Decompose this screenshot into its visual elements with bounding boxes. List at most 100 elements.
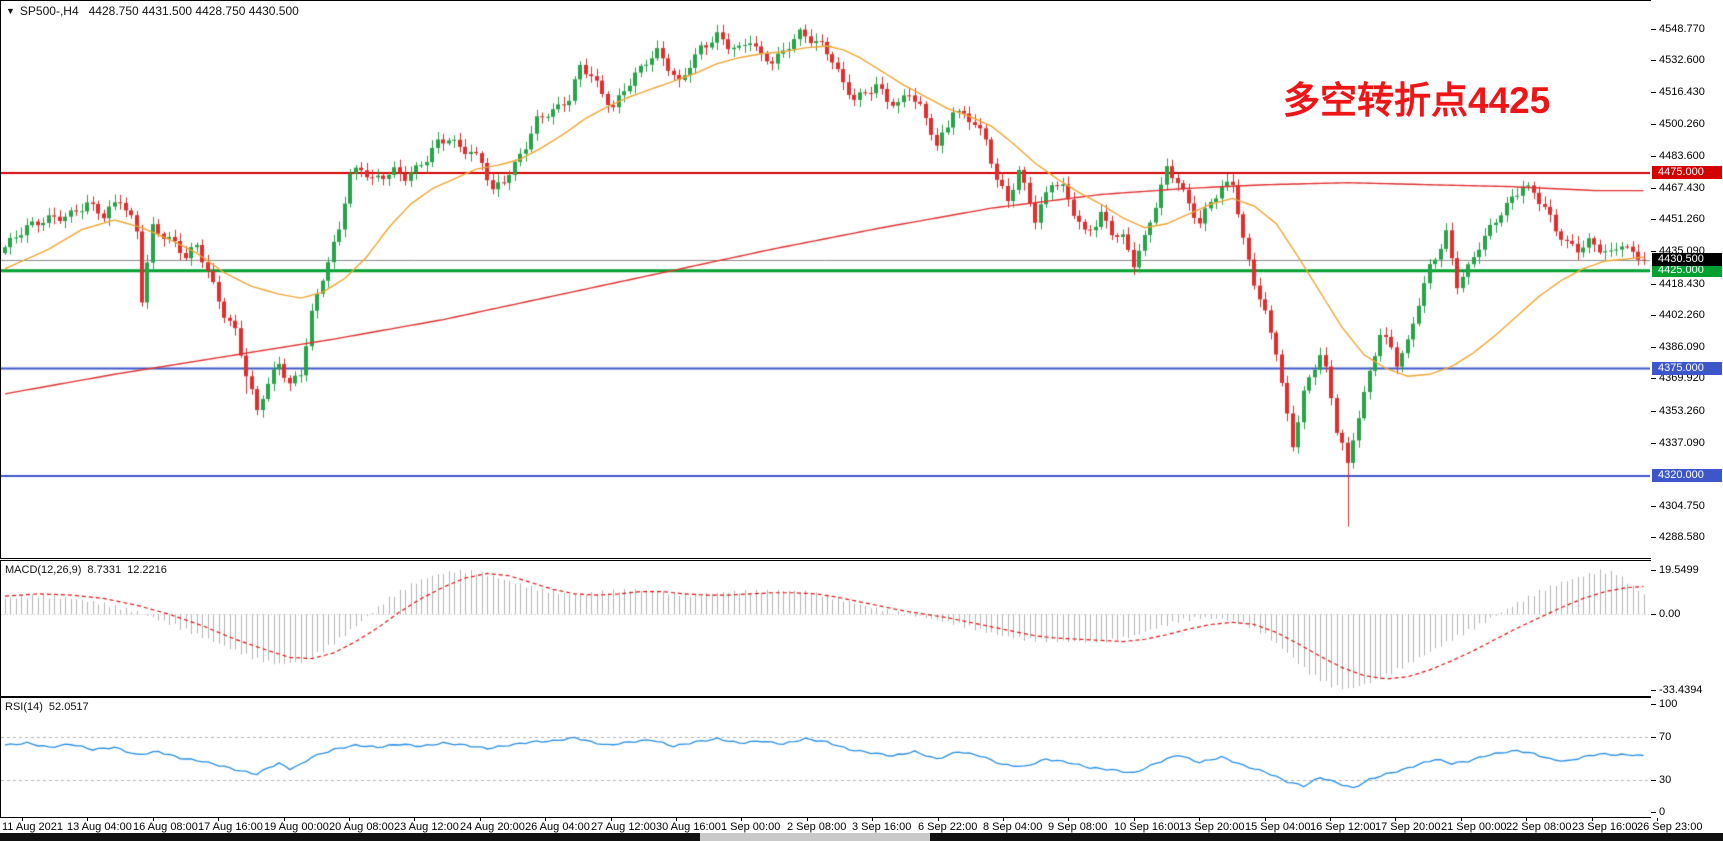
time-tick bbox=[1330, 818, 1331, 821]
rsi-label: RSI(14) 52.0517 bbox=[5, 701, 95, 713]
macd-tick-label-tick bbox=[1651, 570, 1656, 571]
time-label: 17 Sep 20:00 bbox=[1375, 821, 1441, 833]
price-tick-label-tick bbox=[1651, 60, 1656, 61]
time-tick bbox=[218, 818, 219, 821]
price-tick-label-tick bbox=[1651, 29, 1656, 30]
macd-tick-label: -33.4394 bbox=[1659, 684, 1703, 696]
time-label: 26 Sep 23:00 bbox=[1637, 821, 1703, 833]
time-tick bbox=[1526, 818, 1527, 821]
time-label: 17 Aug 16:00 bbox=[198, 821, 263, 833]
time-label: 22 Sep 08:00 bbox=[1506, 821, 1572, 833]
time-label: 20 Aug 08:00 bbox=[329, 821, 394, 833]
price-line-badge-4375.000: 4375.000 bbox=[1652, 362, 1722, 375]
time-tick bbox=[1265, 818, 1266, 821]
price-tick-label-tick bbox=[1651, 347, 1656, 348]
time-label: 13 Aug 04:00 bbox=[67, 821, 132, 833]
price-tick-label: 4418.430 bbox=[1659, 278, 1705, 290]
price-tick-label: 4516.430 bbox=[1659, 86, 1705, 98]
rsi-tick-label-tick bbox=[1651, 737, 1656, 738]
price-tick-label-tick bbox=[1651, 219, 1656, 220]
rsi-tick-label: 30 bbox=[1659, 774, 1672, 786]
time-tick bbox=[1134, 818, 1135, 821]
price-line-badge-4425.000: 4425.000 bbox=[1652, 264, 1722, 277]
time-label: 9 Sep 08:00 bbox=[1048, 821, 1108, 833]
time-tick bbox=[1199, 818, 1200, 821]
price-tick-label-tick bbox=[1651, 188, 1656, 189]
time-tick bbox=[1068, 818, 1069, 821]
time-label: 2 Sep 08:00 bbox=[787, 821, 847, 833]
rsi-tick-label: 100 bbox=[1659, 698, 1678, 710]
time-axis[interactable]: 11 Aug 2021 13 Aug 04:00 16 Aug 08:00 17 Au… bbox=[0, 818, 1723, 833]
macd-name: MACD(12,26,9) bbox=[5, 564, 82, 576]
rsi-name: RSI(14) bbox=[5, 701, 43, 713]
time-tick bbox=[284, 818, 285, 821]
current-price-badge: 4430.500 bbox=[1652, 253, 1722, 266]
macd-main-value: 8.7331 bbox=[87, 564, 122, 576]
price-line-badge-4475.000: 4475.000 bbox=[1652, 166, 1722, 179]
time-label: 6 Sep 22:00 bbox=[918, 821, 978, 833]
chart-header: ▼ SP500-,H4 4428.750 4431.500 4428.750 443… bbox=[6, 4, 299, 18]
horizontal-scrollbar[interactable] bbox=[0, 833, 1723, 841]
symbol-timeframe-label: SP500-,H4 bbox=[19, 4, 79, 18]
macd-tick-label: 0.00 bbox=[1659, 608, 1681, 620]
time-tick bbox=[1592, 818, 1593, 821]
price-tick-label: 4483.600 bbox=[1659, 150, 1705, 162]
rsi-tick-label: 0 bbox=[1659, 806, 1666, 818]
rsi-tick-label-tick bbox=[1651, 780, 1656, 781]
time-tick bbox=[414, 818, 415, 821]
price-tick-label-tick bbox=[1651, 506, 1656, 507]
time-tick bbox=[349, 818, 350, 821]
price-tick-label-tick bbox=[1651, 284, 1656, 285]
price-tick-label-tick bbox=[1651, 315, 1656, 316]
time-tick bbox=[807, 818, 808, 821]
ohlc-values: 4428.750 4431.500 4428.750 4430.500 bbox=[88, 4, 299, 18]
time-tick bbox=[153, 818, 154, 821]
time-label: 23 Sep 16:00 bbox=[1572, 821, 1638, 833]
macd-tick-label: 19.5499 bbox=[1659, 564, 1699, 576]
rsi-panel-canvas[interactable] bbox=[1, 698, 1650, 816]
price-axis[interactable]: 4548.770 4532.600 4516.430 4500.260 4483.600… bbox=[1651, 0, 1723, 818]
time-tick bbox=[741, 818, 742, 821]
price-tick-label: 4337.090 bbox=[1659, 437, 1705, 449]
price-tick-label: 4386.090 bbox=[1659, 341, 1705, 353]
price-tick-label: 4402.260 bbox=[1659, 309, 1705, 321]
price-tick-label-tick bbox=[1651, 411, 1656, 412]
rsi-value: 52.0517 bbox=[48, 701, 89, 713]
time-label: 1 Sep 00:00 bbox=[721, 821, 781, 833]
time-tick bbox=[611, 818, 612, 821]
time-tick bbox=[1657, 818, 1658, 821]
price-tick-label: 4467.430 bbox=[1659, 182, 1705, 194]
price-chart-canvas[interactable] bbox=[1, 1, 1650, 558]
annotation-text: 多空转折点4425 bbox=[1283, 80, 1551, 121]
macd-label: MACD(12,26,9) 8.7331 12.2216 bbox=[5, 564, 173, 576]
price-tick-label: 4451.260 bbox=[1659, 213, 1705, 225]
price-tick-label: 4548.770 bbox=[1659, 23, 1705, 35]
price-tick-label-tick bbox=[1651, 537, 1656, 538]
time-tick bbox=[676, 818, 677, 821]
time-tick bbox=[22, 818, 23, 821]
time-tick bbox=[1395, 818, 1396, 821]
macd-signal-value: 12.2216 bbox=[127, 564, 167, 576]
scrollbar-thumb[interactable] bbox=[700, 833, 930, 841]
symbol-dropdown-icon[interactable]: ▼ bbox=[6, 6, 15, 16]
time-label: 24 Aug 20:00 bbox=[460, 821, 525, 833]
price-tick-label-tick bbox=[1651, 251, 1656, 252]
time-label: 26 Aug 04:00 bbox=[525, 821, 590, 833]
macd-tick-label-tick bbox=[1651, 690, 1656, 691]
macd-panel-canvas[interactable] bbox=[1, 561, 1650, 696]
price-tick-label: 4288.580 bbox=[1659, 531, 1705, 543]
time-tick bbox=[480, 818, 481, 821]
time-tick bbox=[1461, 818, 1462, 821]
price-tick-label: 4532.600 bbox=[1659, 54, 1705, 66]
price-tick-label-tick bbox=[1651, 92, 1656, 93]
macd-tick-label-tick bbox=[1651, 614, 1656, 615]
price-line-badge-4320.000: 4320.000 bbox=[1652, 469, 1722, 482]
time-label: 21 Sep 00:00 bbox=[1441, 821, 1507, 833]
time-label: 15 Sep 04:00 bbox=[1245, 821, 1311, 833]
rsi-tick-label-tick bbox=[1651, 812, 1656, 813]
time-label: 30 Aug 16:00 bbox=[656, 821, 721, 833]
price-tick-label: 4304.750 bbox=[1659, 500, 1705, 512]
time-label: 16 Sep 12:00 bbox=[1310, 821, 1376, 833]
price-tick-label-tick bbox=[1651, 156, 1656, 157]
